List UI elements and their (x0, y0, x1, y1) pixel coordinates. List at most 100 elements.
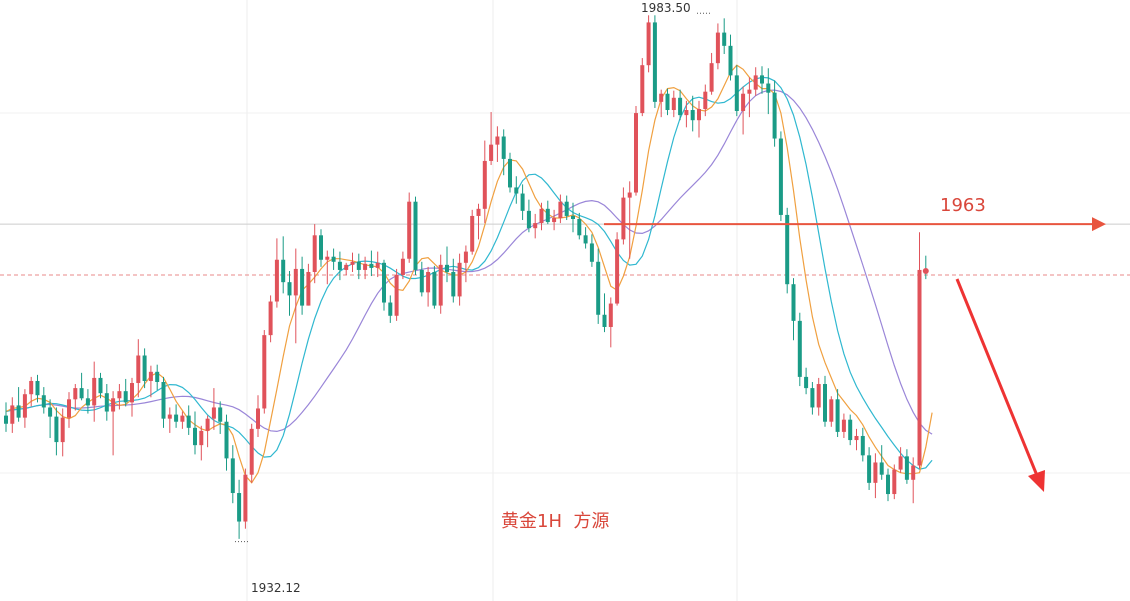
candle (615, 232, 620, 306)
candle-body (583, 235, 588, 244)
candle-body (463, 251, 468, 263)
candle-body (816, 384, 821, 408)
candle-body (659, 93, 664, 102)
candle-body (41, 395, 46, 408)
candle-body (337, 261, 342, 270)
candle (526, 199, 531, 233)
candle (16, 387, 21, 422)
candle (218, 401, 223, 434)
candle (73, 384, 78, 411)
level-arrow-head (1092, 217, 1106, 232)
candle (180, 411, 185, 429)
candle-body (331, 256, 336, 262)
candle (136, 339, 141, 398)
candle (312, 224, 317, 284)
candle-body (552, 217, 557, 223)
candle (911, 457, 916, 504)
candle (92, 361, 97, 422)
candle-body (249, 428, 254, 475)
candle-body (470, 215, 475, 252)
candle (224, 414, 229, 471)
candle (772, 80, 777, 147)
high-price-label: 1983.50 (641, 1, 691, 15)
level-label: 1963 (940, 195, 986, 216)
candle-body (873, 462, 878, 483)
candle-body (16, 405, 21, 418)
candle-body (596, 261, 601, 315)
candle (873, 453, 878, 499)
candle (350, 252, 355, 272)
candle-body (533, 223, 538, 229)
candle (186, 405, 191, 435)
candle (596, 248, 601, 324)
candle-body (841, 419, 846, 432)
candle-body (445, 264, 449, 272)
candle-body (274, 259, 279, 302)
candle (256, 395, 260, 437)
candle-body (407, 201, 412, 259)
candle-body (268, 301, 273, 336)
candle (306, 263, 311, 306)
candle-body (98, 377, 103, 394)
candle-body (92, 377, 97, 406)
candle-body (457, 262, 462, 297)
candle (848, 414, 853, 446)
candle-body (804, 376, 809, 389)
candle-body (734, 75, 739, 112)
candle (879, 445, 884, 480)
candle (67, 392, 71, 428)
candle-body (904, 456, 909, 480)
candle-body (256, 408, 260, 429)
candle (419, 261, 424, 297)
candle (4, 402, 8, 432)
candle (823, 375, 827, 427)
candle-body (451, 271, 456, 297)
candle-body (892, 469, 897, 495)
candle-body (350, 261, 355, 265)
candle (589, 234, 594, 267)
candle (29, 376, 34, 407)
candle (117, 384, 122, 410)
candle (426, 266, 431, 307)
candle-body (728, 45, 733, 76)
candle-body (180, 415, 185, 422)
candle-body (879, 462, 884, 475)
moving-averages (5, 64, 933, 484)
candle-body (665, 93, 670, 111)
current-price-dot (922, 267, 929, 274)
candle-body (482, 160, 487, 209)
candle-body (388, 302, 393, 316)
candle (671, 90, 676, 118)
candle (917, 232, 922, 469)
candle-body (60, 417, 65, 443)
candle (237, 479, 242, 539)
candle-body (35, 380, 40, 396)
candle (571, 202, 575, 233)
candle-body (48, 407, 53, 417)
candle-body (319, 235, 323, 260)
candle-body (810, 388, 815, 408)
candle-body (747, 89, 752, 94)
low-price-label: 1932.12 (251, 581, 301, 595)
candle-body (501, 136, 506, 159)
candle (104, 384, 109, 421)
candle-body (300, 268, 305, 306)
candle-body (709, 63, 714, 92)
candle (363, 256, 368, 280)
candle (161, 376, 166, 428)
candle (432, 265, 437, 309)
candle (445, 246, 449, 283)
candle-body (678, 97, 683, 116)
candle (249, 423, 254, 483)
candle (760, 66, 764, 94)
candle-body (382, 262, 386, 303)
candle-body (400, 258, 405, 276)
candle (816, 377, 821, 416)
candle-body (344, 264, 349, 270)
candle-body (10, 405, 15, 424)
candle (331, 248, 336, 270)
candle-body (22, 394, 27, 418)
candle-body (703, 91, 708, 109)
candle-body (73, 388, 78, 400)
candle-body (829, 399, 834, 422)
